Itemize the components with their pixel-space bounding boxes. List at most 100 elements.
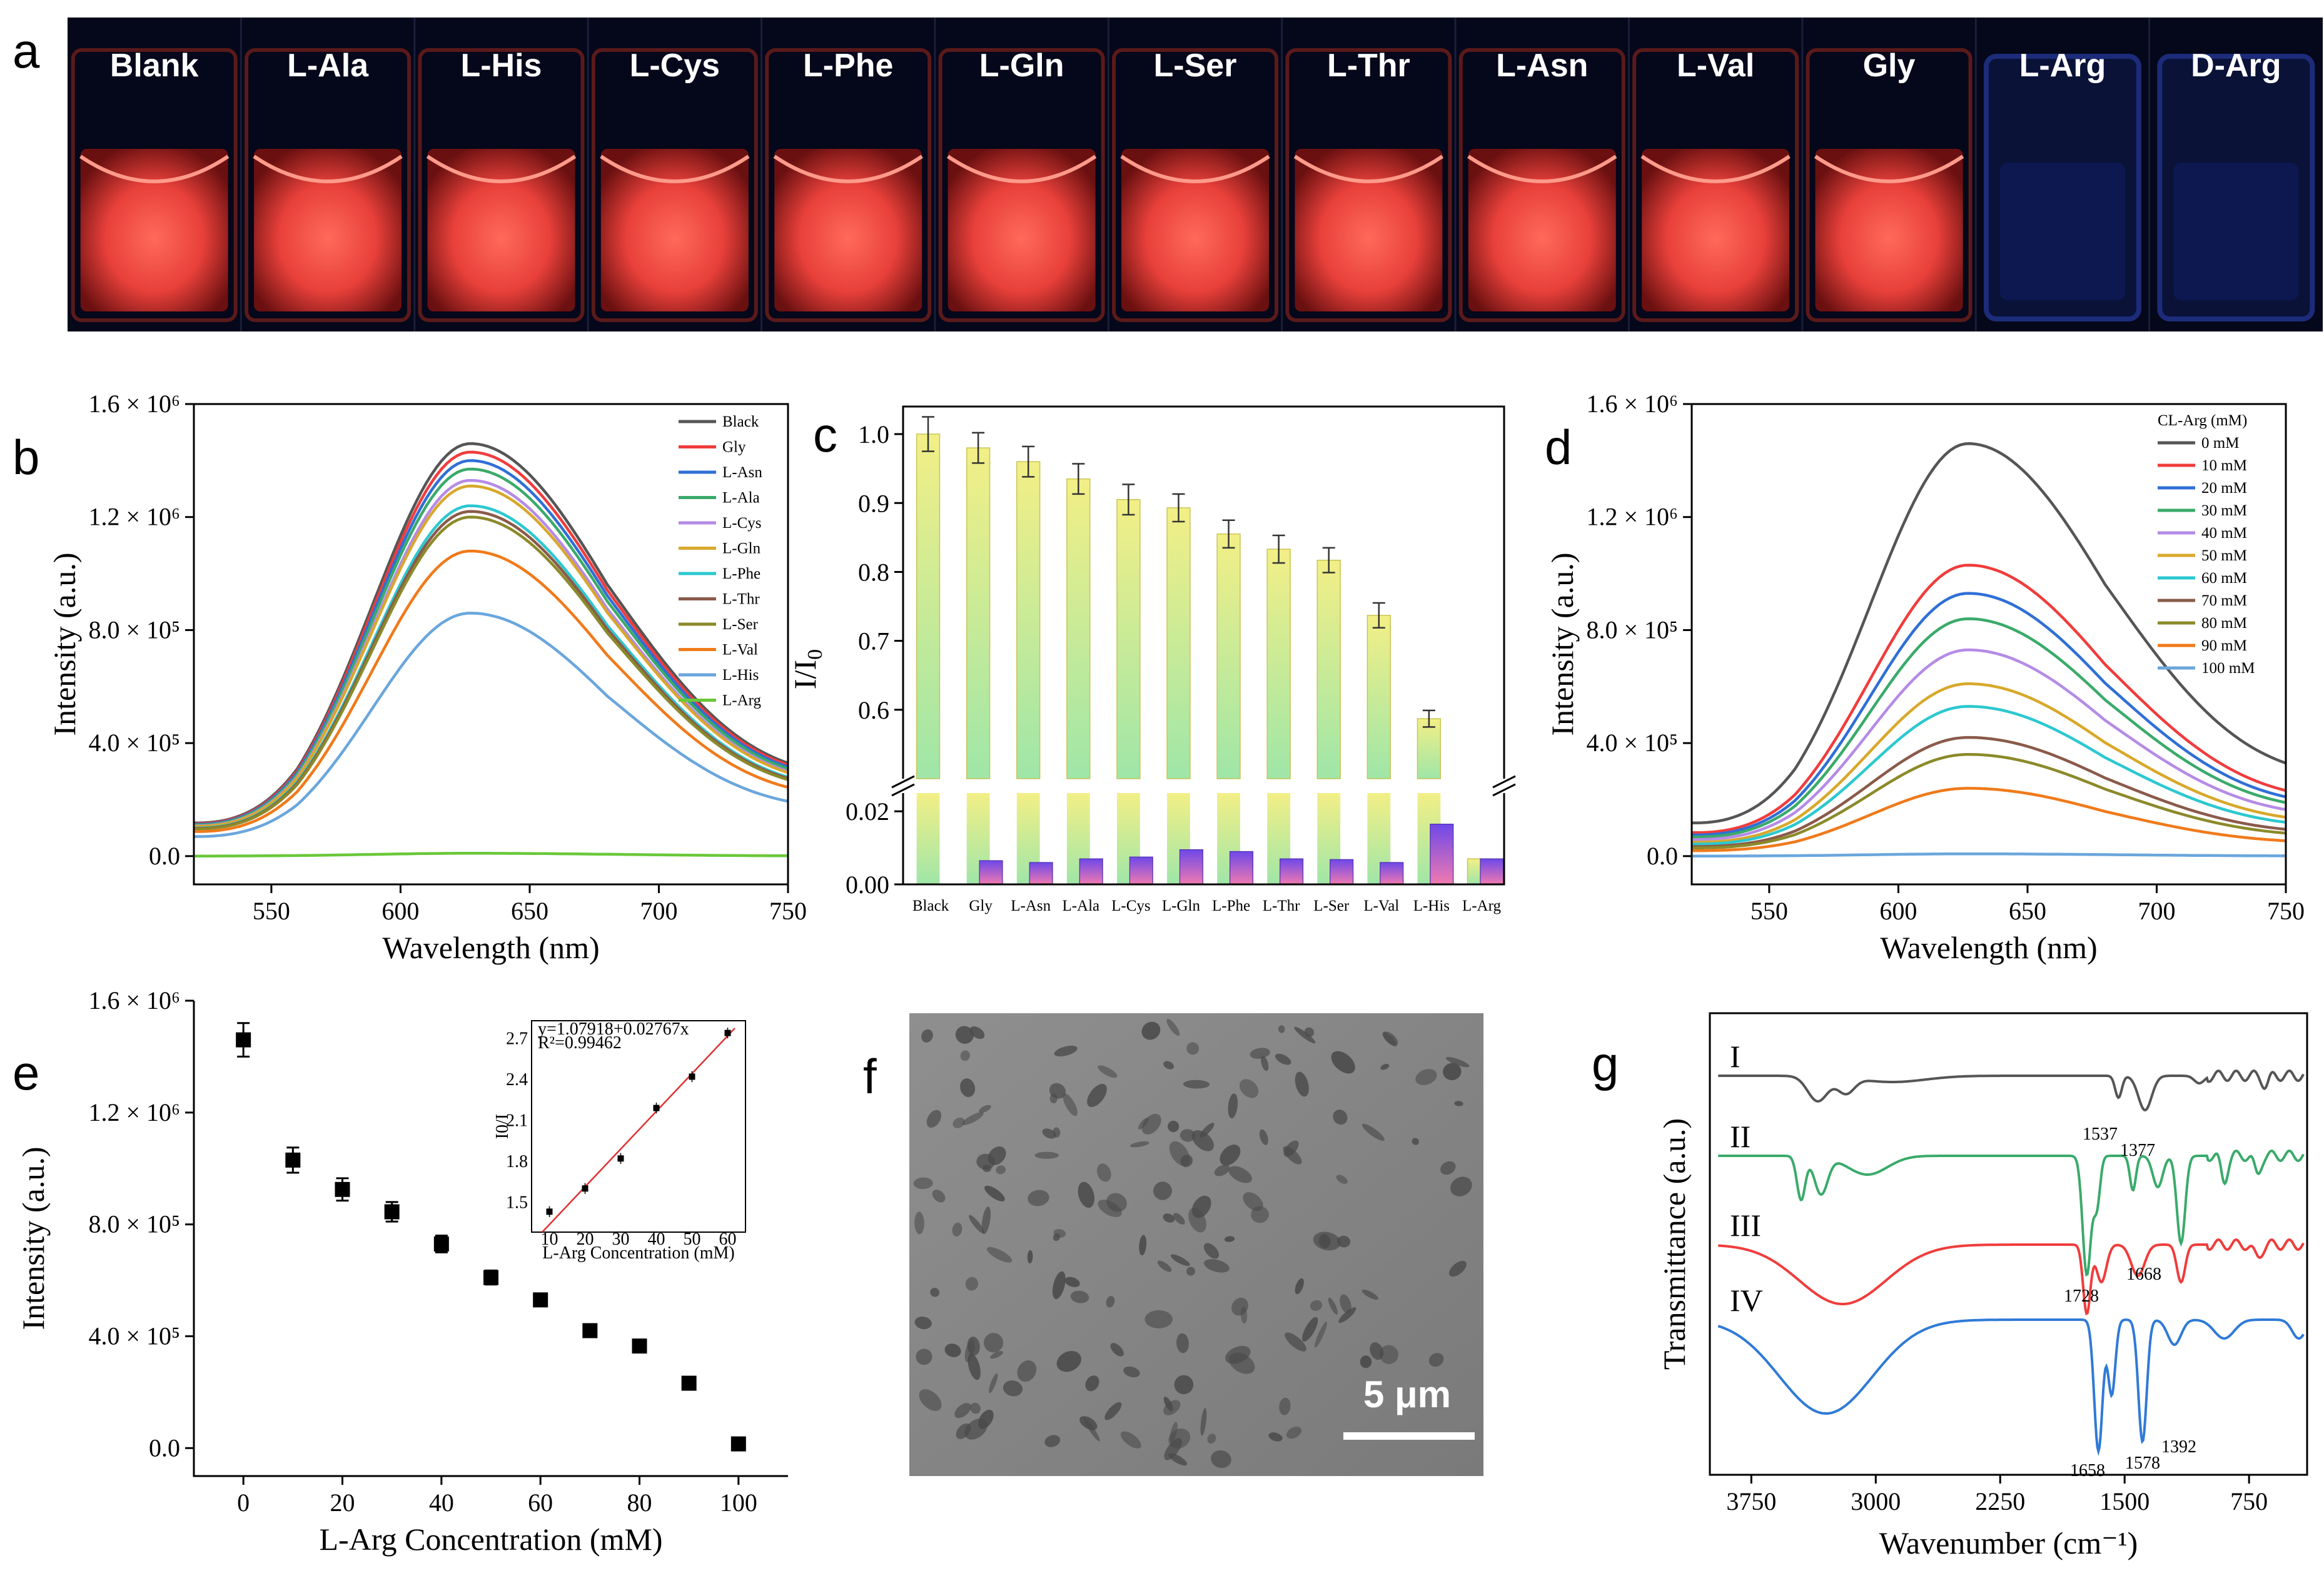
series-line-20-mm <box>1691 592 2286 837</box>
inset-x-tick-label: 30 <box>612 1230 630 1249</box>
y-axis-title-main: I/I <box>787 660 822 689</box>
vial-label: D-Arg <box>2191 48 2281 84</box>
x-category-label: L-Ala <box>1062 898 1099 914</box>
sem-particle <box>981 1206 991 1234</box>
y-tick-label: 4.0 × 10⁵ <box>88 729 180 757</box>
x-tick-label: 1500 <box>2099 1487 2150 1515</box>
sem-particle <box>965 1277 979 1291</box>
sem-particle <box>1049 1083 1066 1099</box>
sem-particle <box>1338 1307 1357 1323</box>
sem-particle <box>969 1026 985 1039</box>
legend-entry: 10 mM <box>2201 457 2247 474</box>
x-category-label: Gly <box>969 898 993 914</box>
y-tick-label: 0.7 <box>858 627 889 655</box>
y-axis-title-subscript: 0 <box>804 649 827 660</box>
sem-particle <box>1168 1120 1180 1133</box>
legend-entry: 40 mM <box>2201 525 2247 542</box>
sem-particle <box>916 1348 932 1365</box>
series-line-0-mm <box>1691 442 2286 824</box>
sem-particle <box>1173 1213 1185 1225</box>
vial-l-asn: L-Asn <box>1454 18 1625 331</box>
data-point <box>236 1032 251 1048</box>
x-tick-label: 80 <box>627 1489 652 1517</box>
vial-liquid <box>1468 149 1616 311</box>
sem-scale-bar <box>1343 1432 1475 1440</box>
inset-y-tick-label: 1.5 <box>506 1193 528 1212</box>
vial-label: Gly <box>1863 48 1916 84</box>
vial-d-arg: D-Arg <box>2148 18 2315 331</box>
sem-particle <box>1382 1032 1397 1047</box>
plot-frame <box>1690 403 2287 886</box>
y-tick-label: 0.6 <box>858 696 889 724</box>
sem-particle <box>1153 1181 1172 1200</box>
sem-particle <box>1362 1289 1378 1300</box>
vial-label: L-Val <box>1677 48 1754 84</box>
sem-particle <box>1191 1130 1214 1151</box>
legend-entry: L-His <box>722 667 759 684</box>
x-tick-label: 40 <box>429 1489 454 1517</box>
bar-upper-l-val <box>1367 615 1391 779</box>
x-tick-label: 600 <box>381 897 419 925</box>
sem-particle <box>926 1110 942 1128</box>
series-line-l-gln <box>193 484 789 828</box>
sem-particle <box>1415 1069 1437 1086</box>
series-line-40-mm <box>1691 648 2286 841</box>
data-point <box>433 1236 449 1252</box>
inset-x-tick-label: 60 <box>719 1230 737 1249</box>
sem-particle <box>1063 1093 1078 1116</box>
vial-label: L-Thr <box>1327 48 1410 84</box>
inset-fit-line <box>542 1028 735 1233</box>
legend-title: CL-Arg (mM) <box>2158 412 2247 429</box>
sem-particle <box>1166 1019 1180 1036</box>
bar-small-l-ala <box>1079 858 1103 885</box>
series-line-100-mm <box>1691 852 2286 858</box>
sem-particle <box>1104 1402 1122 1420</box>
data-point <box>632 1338 647 1354</box>
sem-particle <box>1070 1290 1089 1303</box>
y-tick-label: 1.2 × 10⁶ <box>88 1098 180 1126</box>
sem-particle <box>1106 1296 1115 1308</box>
inset-x-tick-label: 10 <box>541 1230 558 1249</box>
sem-particle <box>1278 1025 1285 1033</box>
sem-particle <box>1231 1297 1248 1316</box>
x-axis-title: Wavenumber (cm⁻¹) <box>1879 1525 2138 1560</box>
bar-small-l-ser <box>1330 859 1354 885</box>
chart-b-emission-spectra: 550 600 650 700 750 0.0 4.0 × 10⁵ 8.0 × 10⁵ 1.2 … <box>47 390 807 965</box>
x-category-label: Black <box>912 898 949 914</box>
sem-particle <box>1239 1079 1259 1098</box>
vial-glass <box>245 48 412 322</box>
series-line-30-mm <box>1691 617 2286 839</box>
y-tick-label: 4.0 × 10⁵ <box>1586 729 1678 757</box>
legend-entry: L-Phe <box>722 565 760 582</box>
sem-particle <box>1225 1345 1251 1364</box>
x-tick-label: 650 <box>2009 897 2046 925</box>
y-tick-label: 1.6 × 10⁶ <box>88 986 180 1014</box>
legend-entry: L-Ser <box>722 616 759 633</box>
sem-particle <box>1310 1300 1323 1311</box>
series-line-l-ser <box>193 515 789 831</box>
vial-label: L-Gln <box>979 48 1064 84</box>
inset-frame <box>531 1020 746 1233</box>
series-line-10-mm <box>1692 564 2286 834</box>
sem-particle <box>1283 1146 1302 1165</box>
sem-particle <box>1106 1193 1127 1212</box>
sem-particle <box>1096 1163 1111 1182</box>
bar-small-l-val <box>1380 862 1404 885</box>
bar-lower-black <box>916 793 940 884</box>
bar-upper-gly <box>966 447 991 779</box>
inset-point <box>653 1105 660 1111</box>
sem-particle <box>1139 1235 1147 1256</box>
legend-entry: 20 mM <box>2201 480 2247 497</box>
vial-glass <box>71 48 238 322</box>
bar-upper-l-cys <box>1116 499 1141 779</box>
vial-liquid <box>80 149 228 311</box>
ftir-trace-i <box>1718 1069 2305 1112</box>
y-tick-label: 8.0 × 10⁵ <box>88 615 180 644</box>
x-tick-label: 750 <box>2267 897 2305 925</box>
vial-glass <box>1806 48 1973 322</box>
legend-entry: 0 mM <box>2201 435 2239 452</box>
chart-d-concentration-spectra: 550 600 650 700 750 0.0 4.0 × 10⁵ 8.0 × 10⁵ 1.2 … <box>1545 390 2305 965</box>
sem-particle <box>1085 1375 1099 1392</box>
sem-particle <box>1279 1397 1291 1415</box>
bar-small-l-his <box>1430 824 1454 885</box>
